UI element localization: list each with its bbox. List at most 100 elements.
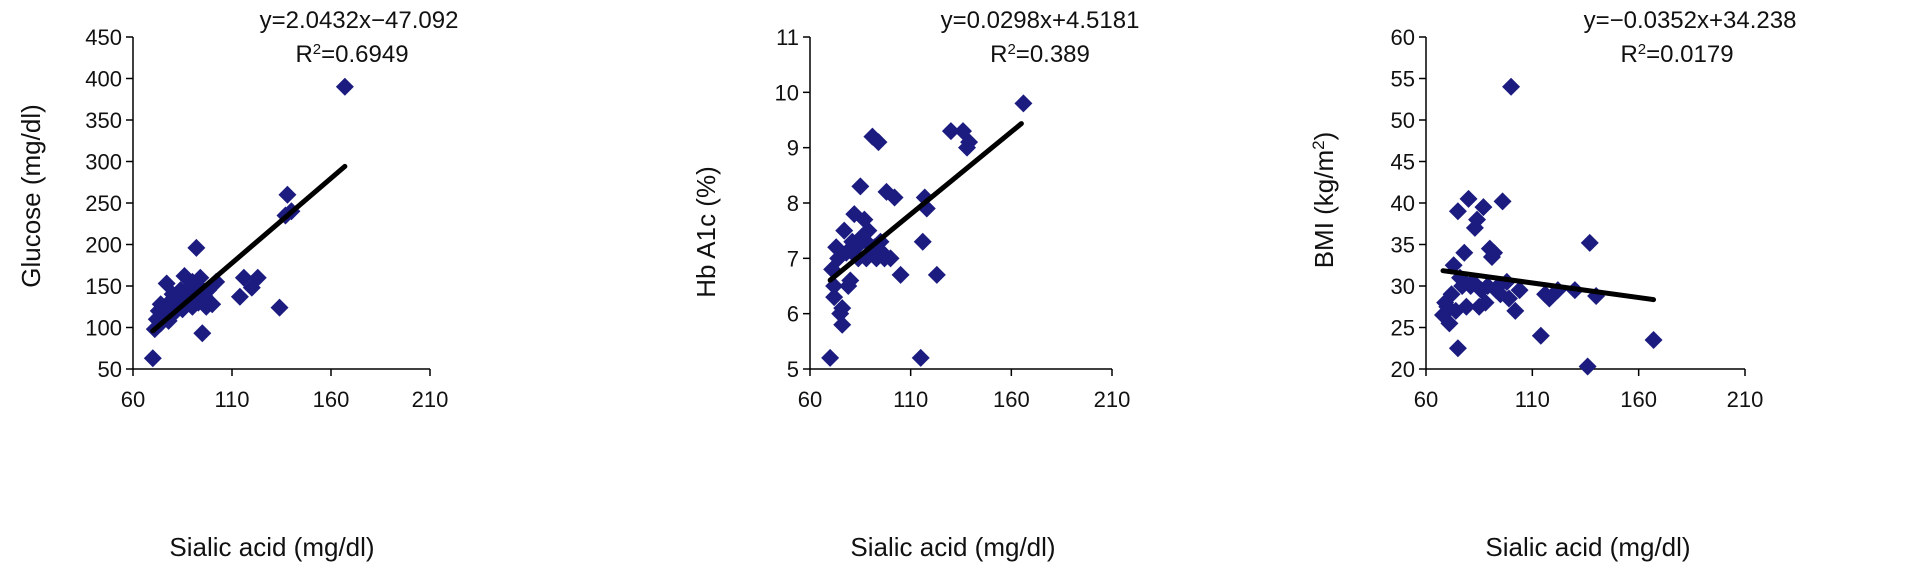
data-point [1468, 210, 1487, 229]
data-point [885, 188, 904, 207]
data-point [891, 265, 910, 284]
data-point [1459, 189, 1478, 208]
data-point [1580, 233, 1599, 252]
r-squared-label: R2=0.0179 [1620, 41, 1733, 69]
x-tick-label: 160 [1620, 387, 1657, 412]
data-point [1448, 339, 1467, 358]
ticks: 20 25 30 35 40 45 50 55 60 60 110 160 210 [1391, 25, 1764, 412]
chart-bmi: y=−0.0352x+34.238 R2=0.0179 20 25 30 35 40 45… [1309, 7, 1797, 562]
y-tick-label: 400 [85, 67, 122, 92]
y-tick-label: 7 [787, 246, 799, 271]
data-point [1474, 198, 1493, 217]
trendline [827, 121, 1024, 283]
x-tick-label: 210 [1094, 387, 1131, 412]
y-tick-label: 11 [776, 25, 799, 50]
data-points [1434, 77, 1663, 376]
data-points [821, 94, 1033, 367]
x-tick-label: 160 [313, 387, 350, 412]
y-tick-label: 300 [85, 150, 122, 175]
data-point [230, 287, 249, 306]
y-tick-label: 100 [85, 316, 122, 341]
x-tick-label: 210 [412, 387, 449, 412]
data-point [143, 349, 162, 368]
data-point [851, 177, 870, 196]
data-point [833, 315, 852, 334]
y-axis-label: Glucose (mg/dl) [16, 104, 46, 288]
y-tick-label: 5 [787, 357, 799, 382]
y-tick-label: 60 [1391, 25, 1415, 50]
chart-glucose: y=2.0432x−47.092 R2=0.6949 50 100 150 200 25… [16, 7, 459, 562]
data-point [835, 221, 854, 240]
data-point [843, 232, 862, 251]
y-tick-label: 250 [85, 191, 122, 216]
y-tick-label: 35 [1391, 233, 1415, 258]
x-axis-label: Sialic acid (mg/dl) [850, 532, 1055, 562]
data-point [859, 221, 878, 240]
data-points [143, 77, 354, 368]
y-tick-label: 350 [85, 108, 122, 133]
axes [132, 37, 430, 370]
chart-hba1c: y=0.0298x+4.5181 R2=0.389 5 6 7 8 9 10 11 60 110… [691, 7, 1139, 562]
y-tick-label: 450 [85, 25, 122, 50]
equation-label: y=2.0432x−47.092 [260, 7, 459, 34]
data-point [960, 133, 979, 152]
data-point [881, 249, 900, 268]
data-point [917, 199, 936, 218]
y-tick-label: 45 [1391, 150, 1415, 175]
data-point [1014, 94, 1033, 113]
axes [809, 37, 1112, 370]
x-tick-label: 210 [1727, 387, 1764, 412]
ticks: 50 100 150 200 250 300 350 400 450 60 110 160 210 [85, 25, 448, 412]
r-squared-label: R2=0.6949 [295, 41, 408, 69]
ticks: 5 6 7 8 9 10 11 60 110 160 210 [775, 25, 1131, 412]
equation-label: y=−0.0352x+34.238 [1584, 7, 1797, 34]
data-point [857, 232, 876, 251]
data-point [187, 238, 206, 257]
data-point [1499, 289, 1518, 308]
axes [1425, 37, 1745, 370]
data-point [833, 299, 852, 318]
data-point [248, 268, 267, 287]
data-point [193, 324, 212, 343]
data-point [1440, 314, 1459, 333]
x-axis-label: Sialic acid (mg/dl) [169, 532, 374, 562]
data-point [841, 271, 860, 290]
y-tick-label: 9 [787, 136, 799, 161]
y-tick-label: 30 [1391, 274, 1415, 299]
trendline [150, 163, 348, 334]
data-point [821, 348, 840, 367]
data-point [913, 232, 932, 251]
data-point [1502, 77, 1521, 96]
y-axis-label: Hb A1c (%) [691, 166, 721, 298]
x-tick-label: 60 [121, 387, 145, 412]
data-point [853, 227, 872, 246]
x-tick-label: 160 [993, 387, 1030, 412]
y-tick-label: 55 [1391, 67, 1415, 92]
data-point [941, 122, 960, 141]
data-point [278, 185, 297, 204]
data-point [1493, 192, 1512, 211]
data-point [1531, 326, 1550, 345]
data-point [191, 268, 210, 287]
x-tick-label: 110 [214, 387, 249, 412]
data-point [335, 77, 354, 96]
data-point [1510, 281, 1529, 300]
y-tick-label: 8 [787, 191, 799, 216]
x-tick-label: 60 [798, 387, 822, 412]
data-point [1448, 202, 1467, 221]
x-axis-label: Sialic acid (mg/dl) [1485, 532, 1690, 562]
y-tick-label: 200 [85, 233, 122, 258]
y-tick-label: 6 [787, 302, 799, 327]
x-tick-label: 110 [893, 387, 928, 412]
data-point [825, 288, 844, 307]
data-point [1578, 357, 1597, 376]
r-squared-label: R2=0.389 [990, 41, 1090, 69]
x-tick-label: 110 [1515, 387, 1550, 412]
trendline [1440, 268, 1657, 303]
y-tick-label: 50 [1391, 108, 1415, 133]
y-tick-label: 50 [98, 357, 122, 382]
y-tick-label: 10 [775, 80, 799, 105]
data-point [1455, 243, 1474, 262]
y-tick-label: 20 [1391, 357, 1415, 382]
y-axis-label: BMI (kg/m2) [1309, 132, 1340, 269]
